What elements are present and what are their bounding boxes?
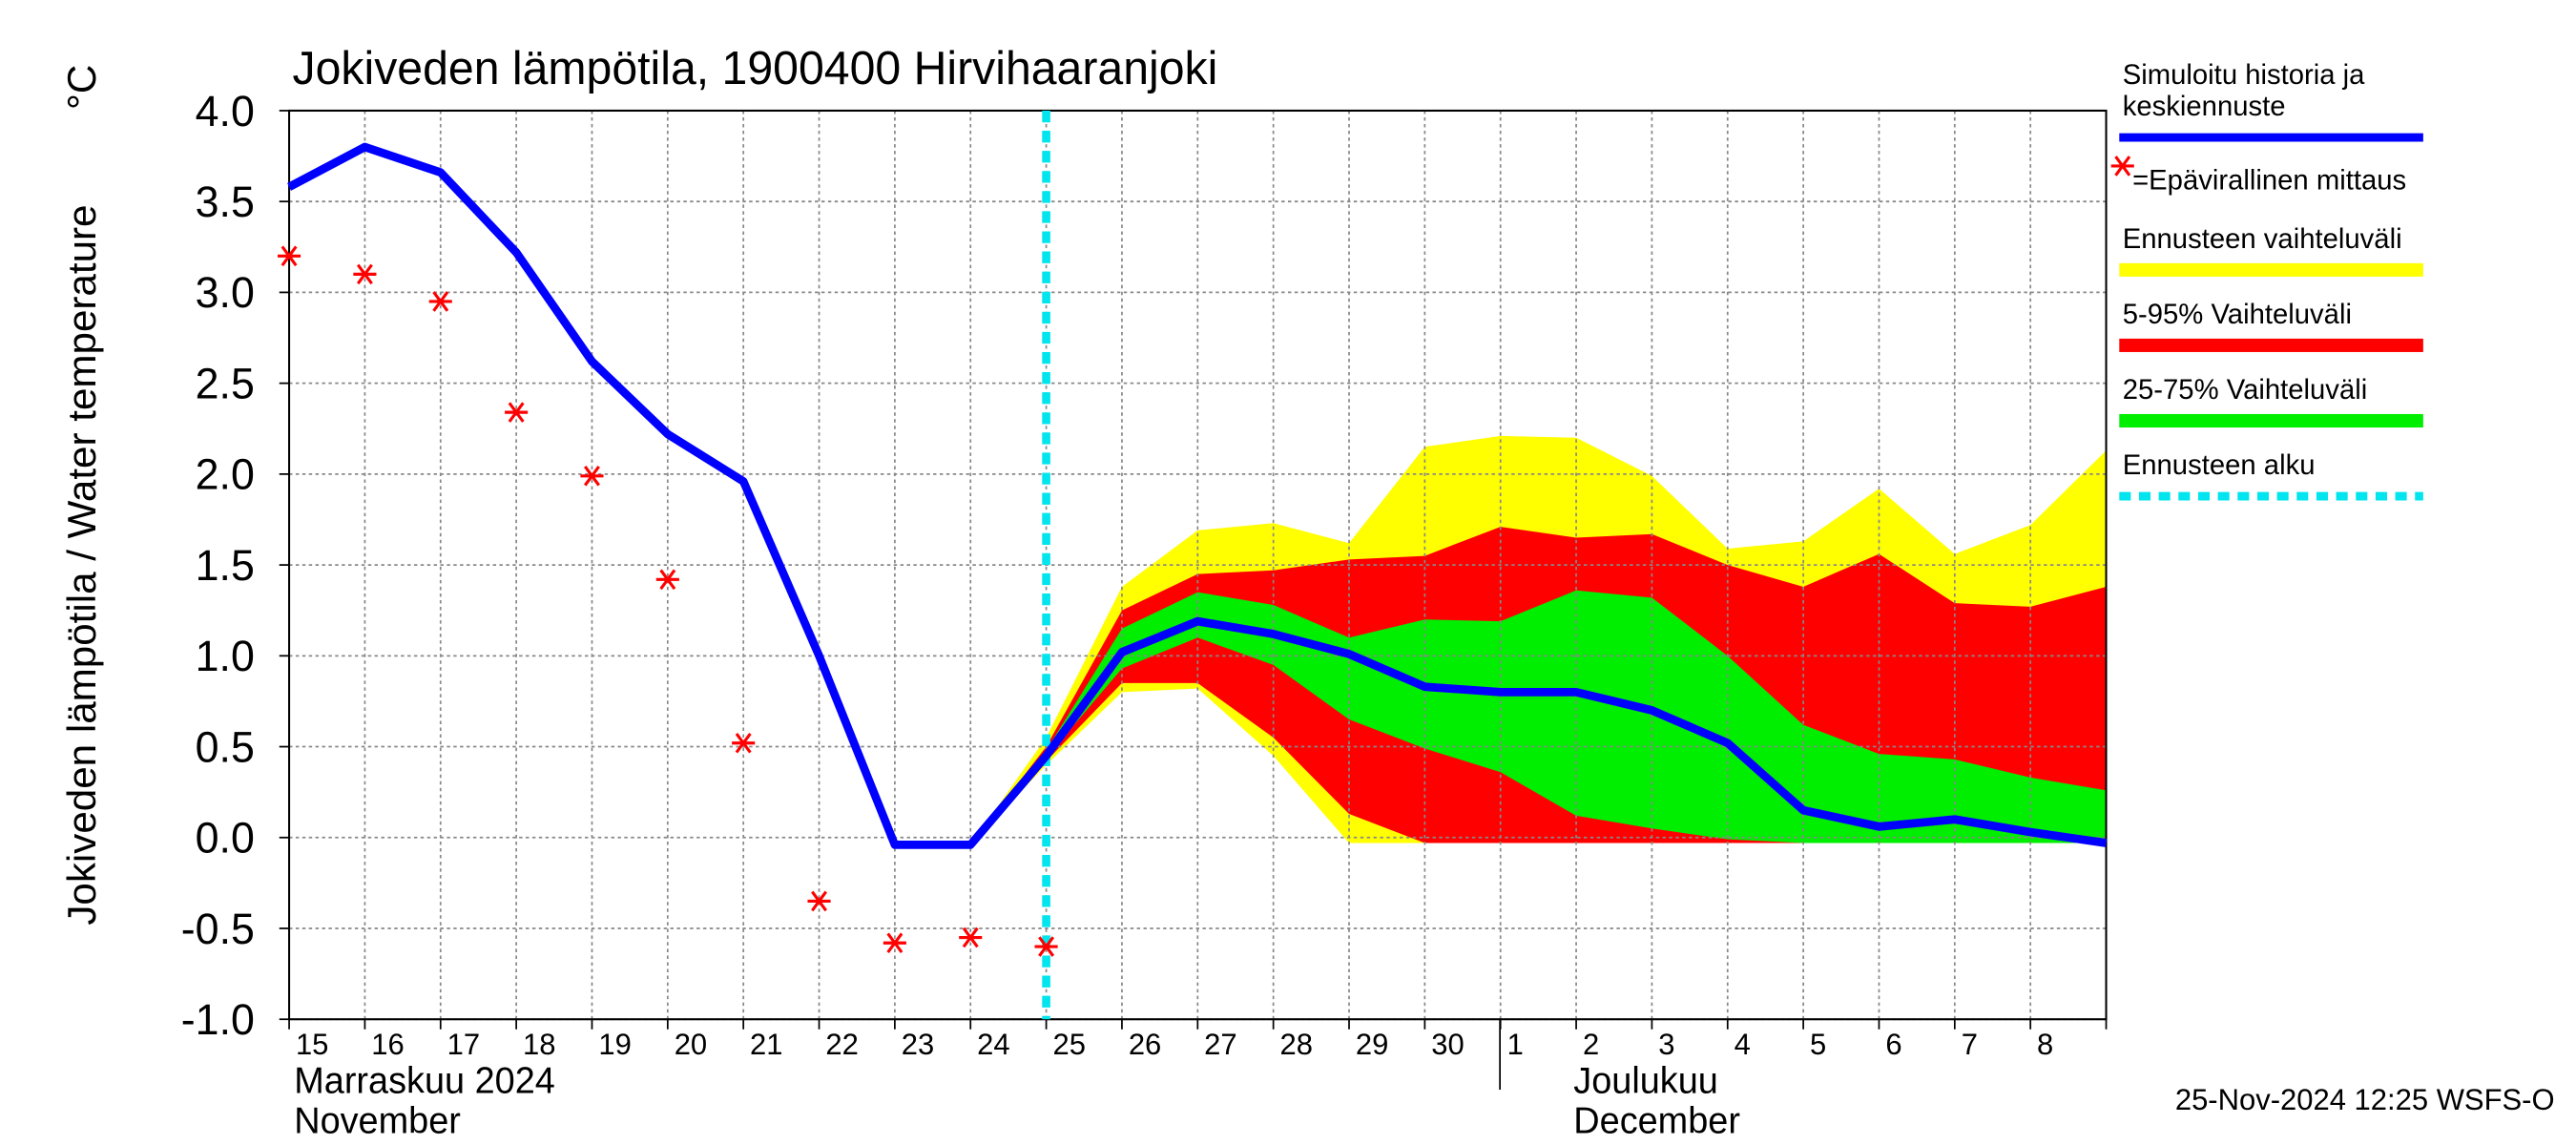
x-tick-label: 24 xyxy=(977,1028,1009,1061)
x-tick-label: 15 xyxy=(296,1028,328,1061)
marker xyxy=(807,890,831,912)
y-tick-label: 4.0 xyxy=(196,86,255,135)
month-label: Marraskuu 2024 xyxy=(294,1060,555,1101)
y-tick-label: 0.0 xyxy=(196,813,255,863)
x-tick-label: 22 xyxy=(825,1028,858,1061)
x-tick-label: 8 xyxy=(2037,1028,2053,1061)
x-tick-label: 20 xyxy=(675,1028,707,1061)
x-tick-label: 3 xyxy=(1658,1028,1674,1061)
x-tick-label: 18 xyxy=(523,1028,555,1061)
x-tick-label: 26 xyxy=(1129,1028,1161,1061)
marker xyxy=(732,732,756,754)
legend-swatch xyxy=(2119,262,2423,277)
x-tick-label: 2 xyxy=(1583,1028,1599,1061)
x-tick-label: 4 xyxy=(1735,1028,1751,1061)
y-tick-label: 2.0 xyxy=(196,449,255,499)
marker xyxy=(883,932,906,954)
marker xyxy=(278,245,301,267)
x-tick-label: 19 xyxy=(598,1028,631,1061)
marker xyxy=(959,926,983,948)
y-tick-label: -1.0 xyxy=(181,995,255,1045)
legend-label: 25-75% Vaihteluväli xyxy=(2123,374,2367,406)
marker xyxy=(505,402,529,423)
legend-label: Ennusteen alku xyxy=(2123,449,2316,481)
x-tick-label: 30 xyxy=(1431,1028,1464,1061)
x-tick-label: 6 xyxy=(1885,1028,1901,1061)
y-tick-label: 1.0 xyxy=(196,632,255,681)
y-tick-label: 0.5 xyxy=(196,722,255,772)
legend-swatch xyxy=(2119,413,2423,428)
y-tick-label: 2.5 xyxy=(196,359,255,408)
x-tick-label: 23 xyxy=(902,1028,934,1061)
band xyxy=(970,590,2107,845)
x-tick-label: 27 xyxy=(1204,1028,1236,1061)
month-label: December xyxy=(1573,1100,1740,1141)
marker xyxy=(1034,936,1058,957)
y-tick-label: 3.5 xyxy=(196,177,255,227)
plot-frame xyxy=(288,109,2108,1021)
marker xyxy=(353,263,377,285)
legend-swatch xyxy=(2119,338,2423,352)
x-tick-label: 28 xyxy=(1280,1028,1313,1061)
chart-title: Jokiveden lämpötila, 1900400 Hirvihaaran… xyxy=(293,42,1218,94)
legend-label: keskiennuste xyxy=(2123,91,2286,122)
y-axis-unit: °C xyxy=(59,65,104,110)
legend-swatch xyxy=(2110,156,2134,177)
x-tick-label: 5 xyxy=(1810,1028,1826,1061)
x-tick-label: 29 xyxy=(1356,1028,1388,1061)
legend-label: =Epävirallinen mittaus xyxy=(2132,164,2406,196)
y-tick-label: 3.0 xyxy=(196,268,255,318)
x-tick-label: 16 xyxy=(371,1028,404,1061)
x-tick-label: 25 xyxy=(1052,1028,1085,1061)
x-tick-label: 21 xyxy=(750,1028,782,1061)
marker xyxy=(655,569,679,591)
legend-label: Ennusteen vaihteluväli xyxy=(2123,223,2402,255)
legend-label: Simuloitu historia ja xyxy=(2123,59,2365,91)
x-tick-label: 1 xyxy=(1507,1028,1524,1061)
month-label: November xyxy=(294,1100,461,1141)
marker xyxy=(580,465,604,487)
y-tick-label: 1.5 xyxy=(196,540,255,590)
footer: 25-Nov-2024 12:25 WSFS-O xyxy=(2175,1083,2555,1116)
x-tick-label: 7 xyxy=(1962,1028,1978,1061)
legend-label: 5-95% Vaihteluväli xyxy=(2123,299,2352,330)
y-tick-label: -0.5 xyxy=(181,904,255,953)
marker xyxy=(428,291,452,312)
y-axis-label: Jokiveden lämpötila / Water temperature xyxy=(59,204,104,925)
month-label: Joulukuu xyxy=(1573,1060,1718,1101)
line xyxy=(287,142,2108,849)
x-tick-label: 17 xyxy=(447,1028,480,1061)
